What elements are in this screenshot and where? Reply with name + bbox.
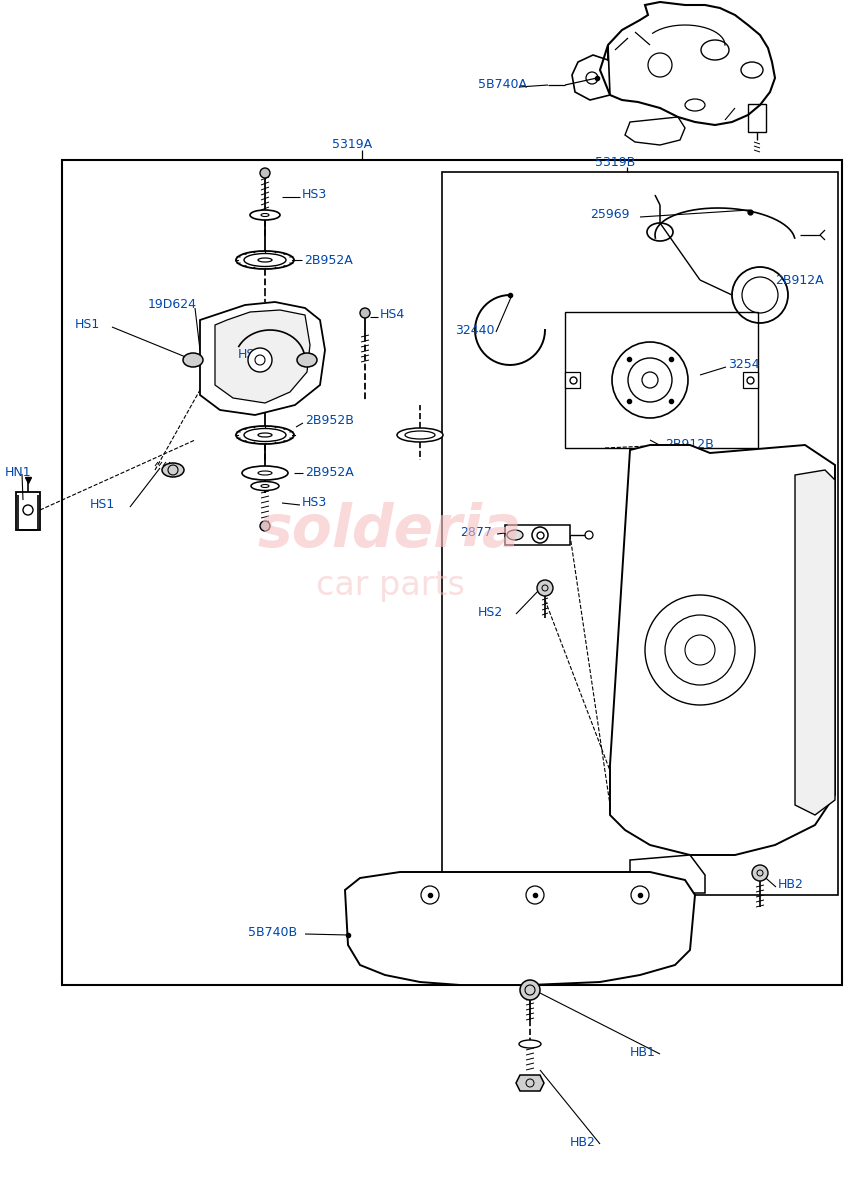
Polygon shape (795, 470, 835, 815)
Circle shape (360, 308, 370, 318)
Text: 25969: 25969 (590, 209, 630, 222)
Text: HS3: HS3 (302, 188, 327, 202)
Bar (505, 526, 570, 545)
Text: 5319B: 5319B (595, 156, 636, 168)
Ellipse shape (236, 426, 294, 444)
Text: 5B740A: 5B740A (478, 78, 527, 91)
Polygon shape (345, 872, 695, 985)
Text: car parts: car parts (315, 569, 464, 601)
Text: 2B952A: 2B952A (304, 253, 352, 266)
Text: 5B740B: 5B740B (248, 925, 297, 938)
Text: HS1: HS1 (75, 318, 100, 331)
Ellipse shape (242, 466, 288, 480)
Ellipse shape (519, 1040, 541, 1048)
Circle shape (752, 865, 768, 881)
Ellipse shape (236, 251, 294, 269)
Text: HS3: HS3 (302, 497, 327, 510)
Circle shape (260, 521, 270, 530)
Bar (565, 312, 758, 448)
Polygon shape (200, 302, 325, 415)
Circle shape (526, 886, 544, 904)
Circle shape (732, 266, 788, 323)
Text: 2B912A: 2B912A (775, 274, 824, 287)
Text: 2B952B: 2B952B (305, 414, 354, 427)
Polygon shape (215, 310, 310, 403)
Text: 3254: 3254 (728, 359, 759, 372)
Ellipse shape (507, 530, 523, 540)
Polygon shape (516, 1075, 544, 1091)
Text: HB2: HB2 (570, 1135, 596, 1148)
Bar (748, 104, 766, 132)
Polygon shape (630, 854, 705, 893)
Ellipse shape (162, 463, 184, 476)
Text: HS1: HS1 (90, 498, 115, 511)
Text: HB1: HB1 (630, 1045, 656, 1058)
Text: 2B952A: 2B952A (305, 467, 353, 480)
Ellipse shape (183, 353, 203, 367)
Circle shape (537, 580, 553, 596)
Text: HS2: HS2 (478, 606, 503, 618)
Bar (62, 160, 842, 985)
Text: 32440: 32440 (455, 324, 494, 336)
Circle shape (612, 342, 688, 418)
Text: 5319A: 5319A (332, 138, 372, 151)
Text: HS1: HS1 (238, 348, 263, 361)
Bar (442, 172, 838, 895)
Ellipse shape (250, 210, 280, 220)
Ellipse shape (397, 428, 443, 442)
Circle shape (260, 168, 270, 178)
Text: HS4: HS4 (380, 308, 405, 322)
Bar (565, 372, 580, 388)
Circle shape (248, 348, 272, 372)
Circle shape (631, 886, 649, 904)
Text: 2877: 2877 (460, 526, 492, 539)
Text: 19D624: 19D624 (148, 299, 197, 312)
Ellipse shape (251, 481, 279, 491)
Text: solderia: solderia (258, 502, 522, 558)
Bar (16, 492, 40, 530)
Bar (743, 372, 758, 388)
Text: 2B912B: 2B912B (665, 438, 714, 451)
Text: HB2: HB2 (778, 878, 804, 892)
Text: HN1: HN1 (5, 466, 32, 479)
Circle shape (421, 886, 439, 904)
Ellipse shape (297, 353, 317, 367)
Polygon shape (610, 445, 835, 854)
Circle shape (520, 980, 540, 1000)
